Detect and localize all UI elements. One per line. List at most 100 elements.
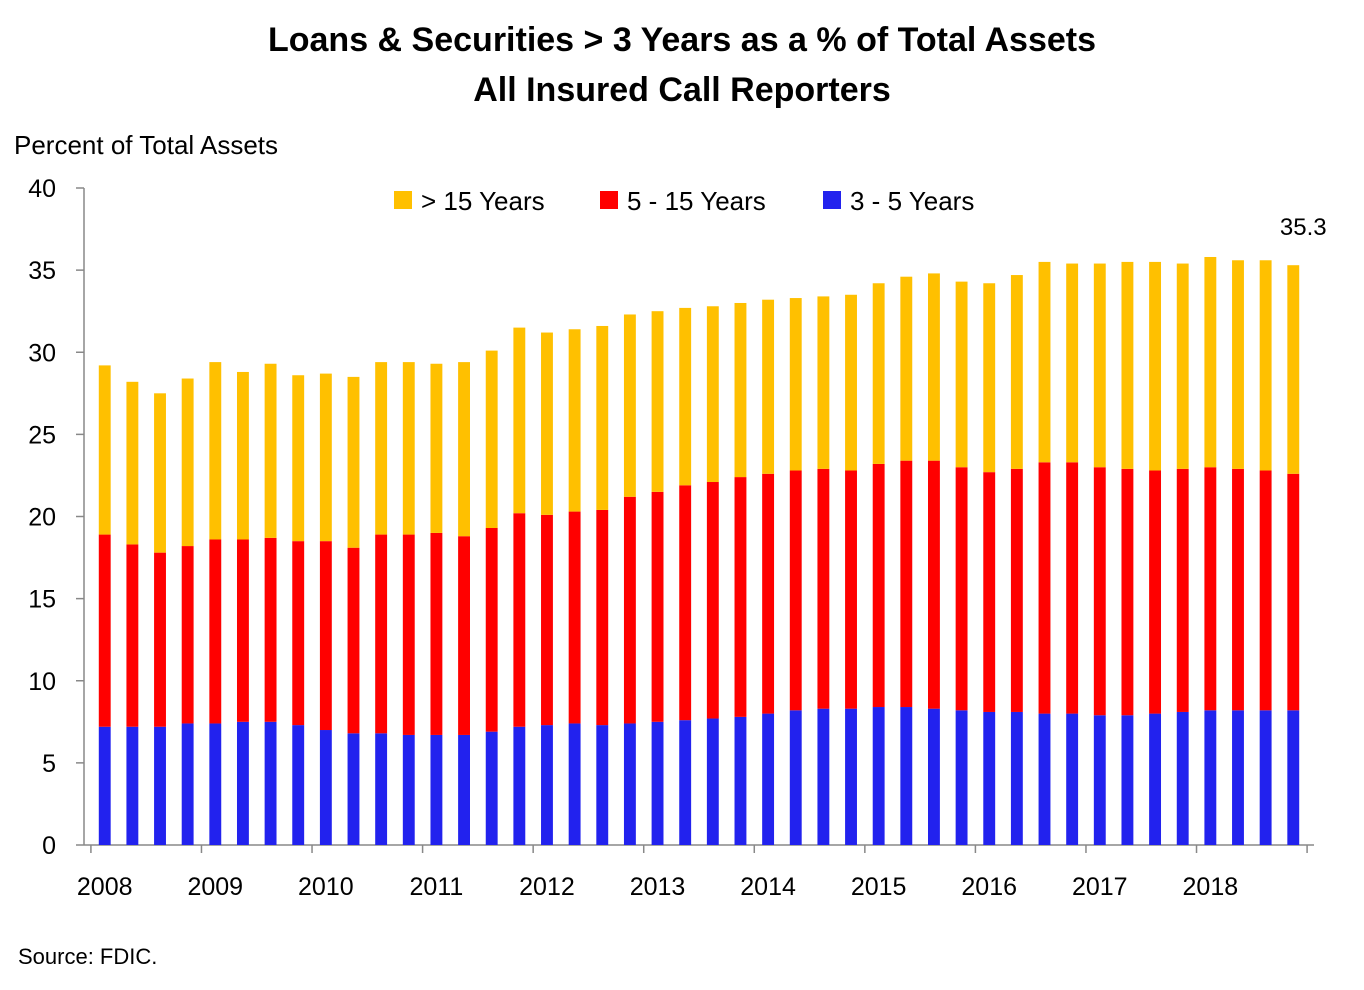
bar-segment-3-5-years — [1287, 710, 1300, 845]
bar-segment-15-years — [98, 365, 111, 535]
x-tick-label: 2014 — [740, 873, 796, 901]
bar-segment-5-15-years — [983, 472, 996, 712]
legend-label: 3 - 5 Years — [850, 186, 974, 216]
bar-segment-5-15-years — [1259, 470, 1272, 711]
bar-segment-5-15-years — [154, 552, 166, 727]
bar-segment-3-5-years — [762, 713, 775, 845]
y-tick-label: 0 — [42, 832, 56, 860]
bar-segment-15-years — [817, 296, 830, 469]
bar-segment-15-years — [1149, 261, 1162, 471]
x-tick-label: 2016 — [961, 873, 1017, 901]
legend-swatch — [394, 191, 412, 209]
bar-segment-5-15-years — [264, 537, 277, 722]
legend-label: > 15 Years — [421, 186, 545, 216]
bar-segment-3-5-years — [1176, 711, 1189, 845]
bar-segment-5-15-years — [126, 544, 139, 727]
bar-segment-5-15-years — [402, 534, 415, 735]
bar-segment-3-5-years — [900, 707, 913, 845]
bar-segment-15-years — [900, 276, 913, 461]
y-tick-label: 35 — [28, 257, 56, 285]
bar-segment-5-15-years — [209, 539, 222, 724]
bar-segment-5-15-years — [1204, 467, 1217, 711]
bar-segment-15-years — [679, 307, 692, 486]
bar-segment-5-15-years — [955, 467, 968, 711]
bar-segment-5-15-years — [734, 477, 747, 717]
bar-segment-15-years — [955, 281, 968, 468]
bar-segment-15-years — [651, 311, 664, 492]
x-tick-label: 2015 — [851, 873, 907, 901]
bar-segment-15-years — [264, 363, 277, 538]
x-tick-label: 2012 — [519, 873, 575, 901]
bar-segment-15-years — [596, 325, 609, 510]
bar-segment-3-5-years — [236, 721, 249, 845]
bar-segment-3-5-years — [734, 716, 747, 845]
bar-segment-3-5-years — [154, 726, 166, 845]
bar-segment-3-5-years — [292, 725, 305, 845]
bar-segment-5-15-years — [1093, 467, 1106, 716]
legend-label: 5 - 15 Years — [627, 186, 766, 216]
bar-segment-5-15-years — [706, 482, 719, 719]
source-note: Source: FDIC. — [18, 944, 158, 969]
bar-segment-15-years — [458, 362, 470, 537]
y-tick-label: 10 — [28, 668, 56, 696]
x-tick-label: 2009 — [187, 873, 243, 901]
bar-segment-5-15-years — [513, 513, 526, 727]
bar-segment-3-5-years — [1232, 710, 1244, 845]
y-axis-label: Percent of Total Assets — [14, 130, 278, 160]
bar-segment-3-5-years — [375, 733, 388, 845]
bar-segment-3-5-years — [983, 711, 996, 845]
bar-segment-15-years — [485, 350, 498, 528]
bar-segment-15-years — [734, 302, 747, 478]
bar-segment-5-15-years — [1066, 462, 1079, 714]
bar-segment-3-5-years — [651, 721, 664, 845]
bar-segment-5-15-years — [789, 470, 802, 711]
bar-segment-15-years — [706, 306, 719, 483]
x-tick-label: 2011 — [410, 873, 464, 901]
bar-segment-3-5-years — [568, 723, 581, 845]
bar-segment-15-years — [347, 376, 360, 548]
bar-segment-3-5-years — [98, 726, 111, 845]
bar-segment-3-5-years — [679, 720, 692, 845]
bar-segment-5-15-years — [1149, 470, 1162, 714]
bar-segment-15-years — [154, 393, 166, 553]
bar-segment-3-5-years — [845, 708, 857, 845]
chart-title: Loans & Securities > 3 Years as a % of T… — [267, 21, 1097, 59]
x-tick-label: 2013 — [630, 873, 686, 901]
bar-segment-5-15-years — [872, 463, 885, 708]
bar-segment-15-years — [209, 362, 222, 540]
bar-segment-5-15-years — [679, 485, 692, 721]
bar-segment-5-15-years — [1121, 468, 1134, 716]
bar-segment-5-15-years — [651, 491, 664, 722]
y-tick-label: 25 — [28, 421, 56, 449]
bar-segment-3-5-years — [513, 726, 526, 845]
bar-segment-3-5-years — [402, 734, 415, 845]
bar-segment-15-years — [845, 294, 857, 471]
bar-segment-3-5-years — [1066, 713, 1079, 845]
bar-segment-15-years — [375, 362, 388, 535]
bar-segment-15-years — [1093, 263, 1106, 468]
bar-segment-5-15-years — [98, 534, 111, 727]
bar-segment-15-years — [430, 363, 443, 533]
bar-segment-3-5-years — [955, 710, 968, 845]
bar-segment-5-15-years — [623, 496, 636, 724]
y-tick-label: 40 — [28, 175, 56, 203]
bar-segment-5-15-years — [1232, 468, 1244, 711]
bar-segment-3-5-years — [1204, 710, 1217, 845]
bar-segment-3-5-years — [817, 708, 830, 845]
bar-segment-3-5-years — [347, 733, 360, 845]
bar-segment-15-years — [1038, 261, 1051, 463]
bar-segment-15-years — [1232, 260, 1244, 469]
bar-segment-3-5-years — [319, 730, 332, 845]
x-tick-label: 2017 — [1072, 873, 1128, 901]
bar-segment-3-5-years — [706, 718, 719, 845]
bar-segment-15-years — [402, 362, 415, 535]
bar-segment-5-15-years — [375, 534, 388, 734]
bar-segment-5-15-years — [596, 509, 609, 726]
bar-segment-3-5-years — [1093, 715, 1106, 845]
bar-segment-5-15-years — [458, 536, 470, 735]
bar-segment-5-15-years — [236, 539, 249, 722]
bar-segment-3-5-years — [1010, 711, 1023, 845]
bar-segment-5-15-years — [485, 528, 498, 732]
y-tick-label: 5 — [42, 750, 56, 778]
